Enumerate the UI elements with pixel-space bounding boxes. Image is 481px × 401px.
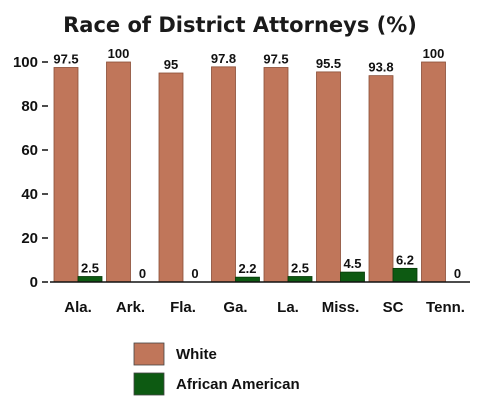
data-label-white: 95.5 <box>316 56 341 71</box>
y-tick-label: 40 <box>21 186 38 203</box>
data-label-african-american: 0 <box>454 266 461 281</box>
y-tick-label: 0 <box>30 274 38 291</box>
data-label-white: 100 <box>423 46 445 61</box>
bar-white <box>158 72 184 283</box>
x-tick-label: SC <box>383 299 404 316</box>
data-label-white: 97.5 <box>263 52 288 67</box>
legend: White African American <box>133 342 300 396</box>
data-label-white: 97.5 <box>53 52 78 67</box>
y-tick-label: 100 <box>13 54 38 71</box>
y-tick-label: 80 <box>21 98 38 115</box>
bar-white <box>316 71 341 283</box>
bar-african-american <box>392 267 418 283</box>
legend-swatch-african-american <box>133 372 165 396</box>
data-label-white: 100 <box>108 46 130 61</box>
bar-white <box>106 61 131 283</box>
data-label-white: 93.8 <box>368 60 393 75</box>
bar-white <box>53 67 79 283</box>
bar-african-american <box>77 276 103 283</box>
y-tick-label: 20 <box>21 230 38 247</box>
x-tick-label: Ga. <box>223 299 247 316</box>
y-axis: 0 20 40 60 80 100 <box>13 54 48 291</box>
legend-label: African American <box>176 376 300 393</box>
chart-title: Race of District Attorneys (%) <box>63 13 417 37</box>
legend-label: White <box>176 346 217 363</box>
x-tick-label: Fla. <box>170 299 196 316</box>
legend-swatch-white <box>133 342 165 366</box>
data-label-african-american: 2.2 <box>238 261 256 276</box>
data-label-white: 97.8 <box>211 51 236 66</box>
bar-white <box>211 66 236 283</box>
x-tick-label: Ark. <box>116 299 145 316</box>
x-tick-label: Tenn. <box>426 299 465 316</box>
data-label-african-american: 4.5 <box>343 256 361 271</box>
y-tick-label: 60 <box>21 142 38 159</box>
x-axis: Ala. Ark. Fla. Ga. La. Miss. SC Tenn. <box>50 281 470 316</box>
data-label-african-american: 6.2 <box>396 252 414 267</box>
data-label-african-american: 0 <box>139 266 146 281</box>
bar-white <box>368 75 394 283</box>
x-tick-label: Miss. <box>322 299 360 316</box>
data-label-african-american: 2.5 <box>291 261 309 276</box>
bar-african-american <box>287 276 313 283</box>
bar-white <box>421 61 446 283</box>
x-tick-label: La. <box>277 299 299 316</box>
data-label-african-american: 0 <box>191 266 198 281</box>
data-label-white: 95 <box>164 57 178 72</box>
bars: 97.5 2.5 100 0 95 0 97.8 2.2 97.5 2.5 95.5 4.5 93.8 6… <box>53 46 461 283</box>
bar-white <box>263 67 289 283</box>
bar-african-american <box>340 271 365 283</box>
data-label-african-american: 2.5 <box>81 261 99 276</box>
x-tick-label: Ala. <box>64 299 92 316</box>
